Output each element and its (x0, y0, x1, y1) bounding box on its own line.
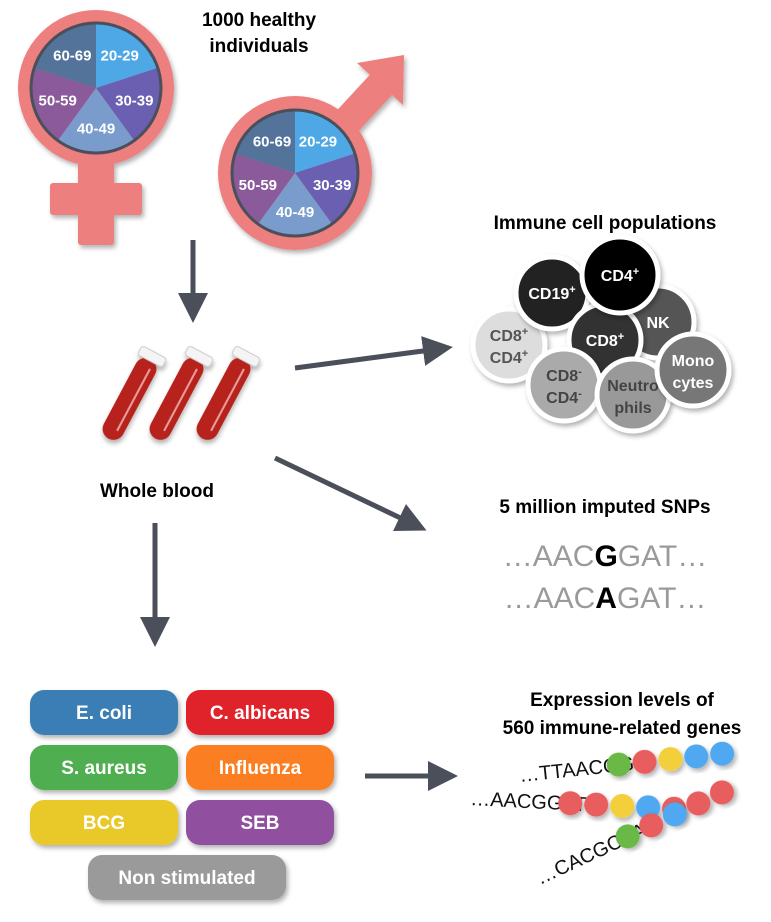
immune-cell-monocytes: Mono cytes (654, 331, 732, 409)
female-age-slice-label: 60-69 (53, 47, 91, 64)
svg-text:CD4+: CD4+ (490, 348, 528, 367)
female-age-slice-60-69 (34, 23, 96, 88)
arrow-blood-to-immune (294, 336, 453, 371)
snp-sequence-1: …AACGGAT… (503, 540, 707, 573)
male-age-slice-20-29 (295, 110, 355, 173)
snp-variant-2: A (595, 582, 617, 615)
svg-text:CD8+: CD8+ (586, 331, 624, 350)
immune-cell-cd8negcd4neg: CD8- CD4- (525, 346, 603, 424)
svg-text:CD8-: CD8- (546, 366, 582, 385)
svg-text:Non stimulated: Non stimulated (118, 868, 255, 889)
snps-title: 5 million imputed SNPs (499, 497, 710, 518)
svg-text:NK: NK (646, 315, 670, 332)
female-age-slice-20-29 (96, 23, 158, 88)
expression-bead (686, 791, 711, 816)
svg-text:CD19+: CD19+ (528, 284, 575, 303)
snp-variant-1: G (594, 540, 617, 573)
expression-bead (558, 791, 583, 816)
female-age-slice-label: 20-29 (101, 47, 139, 64)
expression-bead (662, 802, 687, 827)
stimulus-bcg: BCG (30, 800, 178, 845)
svg-text:SEB: SEB (240, 813, 279, 834)
female-age-slice-30-39 (96, 67, 162, 141)
cohort-title-line2: individuals (209, 36, 308, 57)
male-age-pie: 20-29 30-39 40-49 50-59 60-69 (230, 108, 360, 238)
stimulus-e-coli: E. coli (30, 690, 178, 735)
svg-text:C. albicans: C. albicans (210, 703, 310, 724)
stimulus-non-stimulated: Non stimulated (88, 855, 286, 900)
expression-bead (632, 749, 657, 774)
male-age-slice-40-49 (257, 173, 333, 237)
whole-blood-label: Whole blood (100, 481, 214, 502)
male-age-slice-label: 30-39 (313, 177, 351, 194)
male-age-slice-label: 20-29 (299, 133, 337, 150)
snp-sequence-2: …AACAGAT… (504, 582, 707, 615)
expression-bead (710, 741, 735, 766)
expression-bead (684, 744, 709, 769)
immune-cell-cd4pos: CD4+ (579, 234, 661, 316)
expression-bead (606, 752, 631, 777)
stimulus-c-albicans: C. albicans (186, 690, 334, 735)
male-age-slice-60-69 (235, 110, 295, 173)
expression-strands: …TTAACGG…AACGGAT…CACGCAA (464, 741, 771, 893)
stimulus-seb: SEB (186, 800, 334, 845)
gene-strand: …TTAACGG (515, 741, 771, 788)
cohort-title-line1: 1000 healthy (202, 10, 316, 31)
male-age-slice-label: 40-49 (276, 204, 314, 221)
stimuli-panel: E. coli C. albicans S. aureus Influenza BCG S… (30, 690, 334, 900)
female-age-slice-label: 40-49 (77, 120, 115, 137)
svg-text:Influenza: Influenza (219, 758, 302, 779)
expression-bead (709, 780, 734, 805)
stimulus-s-aureus: S. aureus (30, 745, 178, 790)
female-age-slice-50-59 (30, 67, 96, 141)
expression-bead (658, 747, 683, 772)
svg-text:CD4-: CD4- (546, 388, 582, 407)
svg-text:BCG: BCG (83, 813, 125, 834)
svg-text:Neutro: Neutro (607, 378, 659, 395)
svg-text:Mono: Mono (672, 353, 715, 370)
female-age-slice-40-49 (57, 88, 135, 153)
svg-text:CD4+: CD4+ (601, 266, 639, 285)
svg-text:S. aureus: S. aureus (61, 758, 147, 779)
svg-text:cytes: cytes (673, 375, 714, 392)
svg-text:E. coli: E. coli (76, 703, 132, 724)
expression-title-line1: Expression levels of (530, 690, 714, 711)
svg-text:phils: phils (614, 400, 651, 417)
male-age-slice-30-39 (295, 153, 358, 224)
female-age-slice-label: 30-39 (115, 92, 153, 109)
stimulus-influenza: Influenza (186, 745, 334, 790)
immune-cell-cd8poscd4pos: CD8+ CD4+ (470, 306, 548, 384)
male-age-slice-label: 60-69 (253, 133, 291, 150)
immune-title: Immune cell populations (494, 213, 717, 234)
expression-bead (584, 792, 609, 817)
male-age-slice-label: 50-59 (239, 177, 277, 194)
immune-cell-cluster: CD8+ CD4+ CD19+ NK CD8+ CD4+ CD8- CD4- Neutro phi… (470, 234, 732, 434)
expression-bead (636, 795, 661, 820)
blood-tubes-icon (102, 346, 261, 440)
expression-bead (610, 793, 635, 818)
male-age-slice-50-59 (232, 153, 295, 224)
female-age-slice-label: 50-59 (38, 92, 76, 109)
expression-bead (639, 813, 664, 838)
immune-cell-neutrophils: Neutro phils (594, 356, 672, 434)
expression-bead (615, 824, 640, 849)
svg-text:CD8+: CD8+ (490, 326, 528, 345)
arrow-blood-to-snps (273, 455, 427, 532)
expression-title-line2: 560 immune-related genes (503, 718, 742, 739)
